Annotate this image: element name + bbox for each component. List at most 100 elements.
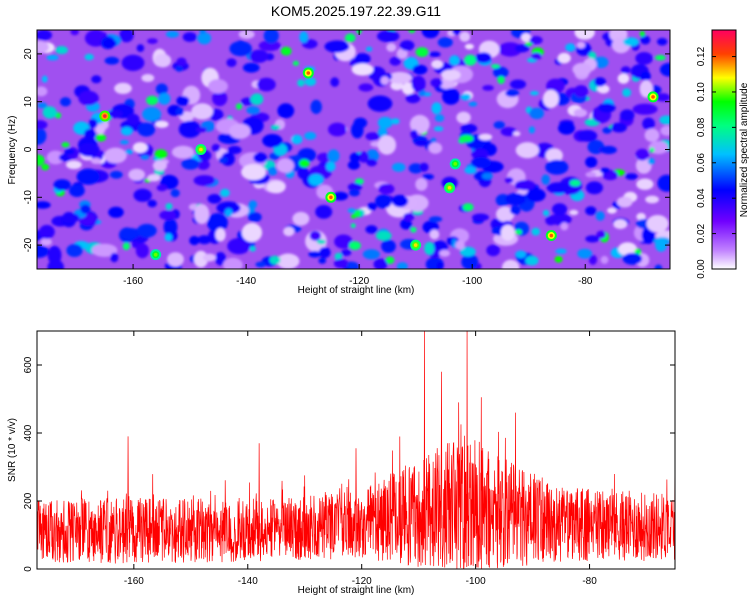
heatmap-cell: [555, 248, 567, 254]
heatmap-cell: [258, 40, 281, 52]
heatmap-cell: [392, 162, 406, 172]
heatmap-cell: [611, 122, 627, 133]
snr-y-label: SNR (10 * v/v): [7, 418, 18, 482]
heatmap-cell: [46, 150, 65, 165]
heatmap-cell: [262, 134, 283, 148]
heatmap-cell: [297, 79, 305, 87]
heatmap-cell: [214, 252, 227, 266]
heatmap-cell: [37, 201, 51, 209]
heatmap-cell: [505, 89, 520, 97]
heatmap-cell: [66, 244, 83, 257]
heatmap-cell: [644, 128, 660, 142]
heatmap-cell: [421, 30, 440, 39]
heatmap-cell: [490, 64, 501, 69]
heatmap-cell: [330, 77, 340, 87]
heatmap-cell: [334, 234, 353, 249]
heatmap-cell: [365, 225, 378, 234]
heatmap-cell: [657, 38, 668, 46]
heatmap-cell: [655, 93, 670, 102]
heatmap-cell: [358, 83, 374, 92]
heatmap-cell: [350, 223, 356, 229]
heatmap-cell: [333, 258, 349, 269]
heatmap-cell: [133, 188, 152, 202]
heatmap-cell: [595, 211, 605, 221]
heatmap-cell: [189, 235, 200, 246]
heatmap-cell: [461, 253, 479, 269]
heatmap-cell: [109, 170, 123, 179]
heatmap-cell: [528, 126, 536, 134]
heatmap-cell: [365, 46, 373, 52]
heatmap-cell: [574, 30, 595, 40]
heatmap-cell: [269, 255, 281, 265]
heatmap-cell: [500, 127, 517, 137]
heatmap-cell: [191, 103, 214, 120]
heatmap-cell: [122, 242, 130, 251]
heatmap-cell: [227, 238, 251, 255]
heatmap-cell: [182, 32, 197, 42]
heatmap-cell: [297, 166, 309, 180]
heatmap-cell: [377, 116, 393, 129]
heatmap-cell: [334, 252, 343, 261]
heatmap-cell: [154, 149, 168, 160]
heatmap-cell: [620, 66, 631, 74]
heatmap-cell: [475, 52, 492, 64]
heatmap-cell: [39, 224, 55, 239]
heatmap-cell: [193, 250, 208, 268]
heatmap-cell: [362, 249, 380, 260]
heatmap-cell: [42, 106, 57, 119]
heatmap-cell: [456, 111, 471, 124]
heatmap-cell: [399, 40, 415, 51]
heatmap-cell: [654, 264, 663, 269]
heatmap-cell: [223, 257, 243, 269]
heatmap-cell: [42, 75, 48, 83]
heatmap-cell: [37, 102, 48, 109]
heatmap-cell: [326, 161, 336, 172]
heatmap-cell: [358, 151, 370, 163]
heatmap-cell: [452, 30, 461, 36]
heatmap-cell: [318, 257, 327, 264]
heatmap-cell: [242, 62, 260, 73]
heatmap-cell: [496, 206, 515, 222]
heatmap-cell: [266, 180, 286, 194]
heatmap-cell: [573, 85, 589, 98]
heatmap-cell: [378, 183, 395, 195]
heatmap-cell: [654, 54, 666, 61]
heatmap-cell: [415, 47, 429, 58]
heatmap-cell: [176, 57, 187, 67]
x-tick-label: -80: [578, 276, 593, 287]
heatmap-cell: [460, 93, 472, 101]
heatmap-cell: [47, 245, 62, 265]
heatmap-cell: [386, 43, 397, 52]
heatmap-x-label: Height of straight line (km): [298, 285, 415, 296]
heatmap-cell: [577, 130, 598, 142]
heatmap-cell: [613, 219, 628, 230]
heatmap-cell: [409, 114, 430, 134]
heatmap-cell: [381, 239, 396, 253]
heatmap-cell: [597, 84, 610, 94]
heatmap-cell: [351, 214, 356, 219]
heatmap-cell: [53, 179, 71, 191]
heatmap-cell: [396, 48, 408, 59]
heatmap-cell: [280, 46, 292, 56]
heatmap-cell: [373, 258, 388, 269]
colorbar-tick-label: 0.08: [696, 117, 707, 137]
heatmap-cell: [215, 228, 226, 242]
x-tick-label: -120: [352, 576, 372, 587]
heatmap-cell: [636, 178, 654, 190]
heatmap-cell: [66, 160, 82, 170]
heatmap-cell: [531, 52, 542, 60]
heatmap-cell: [617, 73, 630, 84]
y-tick-label: 600: [23, 356, 34, 373]
heatmap-cell: [128, 168, 146, 181]
heatmap-cell: [37, 126, 47, 145]
heatmap-cell: [227, 145, 242, 155]
heatmap-cell: [354, 53, 371, 65]
heatmap-cell: [622, 88, 632, 97]
heatmap-cell: [622, 252, 643, 265]
heatmap-cell: [569, 179, 581, 187]
heatmap-cell: [410, 129, 418, 139]
heatmap-cell: [403, 212, 415, 222]
heatmap-cell: [308, 250, 322, 258]
heatmap-cell: [178, 120, 201, 138]
